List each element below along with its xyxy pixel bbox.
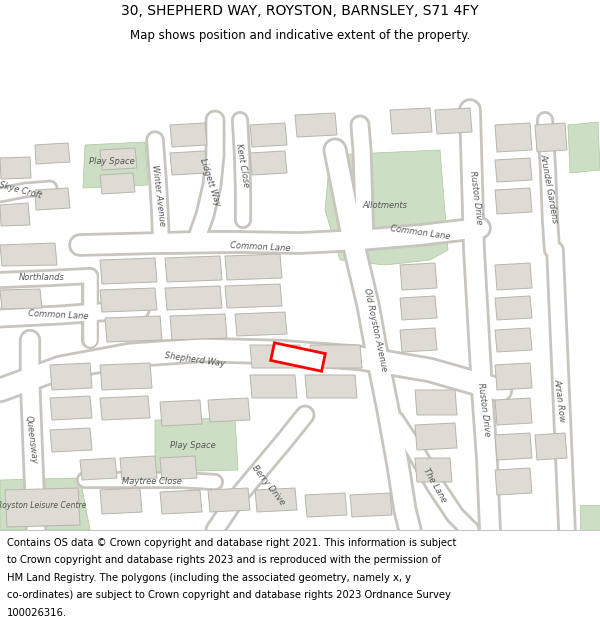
Polygon shape [310, 345, 362, 368]
Polygon shape [83, 142, 148, 188]
Polygon shape [0, 478, 90, 530]
Polygon shape [225, 254, 282, 280]
Polygon shape [225, 284, 282, 308]
Polygon shape [208, 398, 250, 422]
Text: 100026316.: 100026316. [7, 608, 67, 618]
Polygon shape [495, 328, 532, 352]
Polygon shape [105, 316, 162, 342]
Text: 30, SHEPHERD WAY, ROYSTON, BARNSLEY, S71 4FY: 30, SHEPHERD WAY, ROYSTON, BARNSLEY, S71… [121, 4, 479, 18]
Polygon shape [390, 108, 432, 134]
Polygon shape [400, 296, 437, 320]
Text: Old Royston Avenue: Old Royston Avenue [362, 288, 388, 372]
Polygon shape [495, 296, 532, 320]
Polygon shape [495, 158, 532, 182]
Polygon shape [50, 363, 92, 390]
Text: Play Space: Play Space [89, 158, 135, 166]
Polygon shape [100, 488, 142, 514]
Polygon shape [415, 458, 452, 482]
Text: Allotments: Allotments [362, 201, 407, 209]
Polygon shape [250, 345, 302, 368]
Polygon shape [568, 122, 600, 173]
Text: co-ordinates) are subject to Crown copyright and database rights 2023 Ordnance S: co-ordinates) are subject to Crown copyr… [7, 591, 451, 601]
Polygon shape [350, 493, 392, 517]
Polygon shape [305, 375, 357, 398]
Polygon shape [50, 428, 92, 452]
Polygon shape [250, 123, 287, 147]
Text: Map shows position and indicative extent of the property.: Map shows position and indicative extent… [130, 29, 470, 42]
Polygon shape [250, 375, 297, 398]
Polygon shape [305, 493, 347, 517]
Polygon shape [255, 488, 297, 512]
Text: Play Space: Play Space [170, 441, 216, 449]
Text: Ruston Drive: Ruston Drive [468, 171, 484, 226]
Polygon shape [0, 243, 57, 266]
Text: Kent Close: Kent Close [234, 142, 250, 188]
Polygon shape [0, 157, 31, 179]
Text: Northlands: Northlands [19, 274, 65, 282]
Polygon shape [535, 433, 567, 460]
Polygon shape [35, 188, 70, 210]
Polygon shape [250, 151, 287, 175]
Polygon shape [495, 398, 532, 425]
Text: Royston Leisure Centre: Royston Leisure Centre [0, 501, 86, 509]
Text: Ruston Drive: Ruston Drive [476, 382, 492, 438]
Text: Common Lane: Common Lane [389, 224, 451, 242]
Text: Winter Avenue: Winter Avenue [150, 164, 166, 226]
Polygon shape [165, 256, 222, 282]
Text: Shepherd Way: Shepherd Way [164, 351, 226, 369]
Polygon shape [170, 123, 207, 147]
Text: HM Land Registry. The polygons (including the associated geometry, namely x, y: HM Land Registry. The polygons (includin… [7, 572, 411, 582]
Text: Common Lane: Common Lane [230, 241, 290, 253]
Text: Contains OS data © Crown copyright and database right 2021. This information is : Contains OS data © Crown copyright and d… [7, 538, 457, 548]
Polygon shape [495, 188, 532, 214]
Text: The Lane: The Lane [422, 466, 448, 504]
Polygon shape [495, 363, 532, 390]
Polygon shape [0, 289, 42, 309]
Polygon shape [400, 263, 437, 290]
Polygon shape [415, 423, 457, 450]
Text: Skye Croft: Skye Croft [0, 180, 42, 200]
Polygon shape [435, 108, 472, 134]
Text: Arran Row: Arran Row [553, 378, 567, 423]
Polygon shape [535, 123, 567, 152]
Polygon shape [495, 123, 532, 152]
Polygon shape [80, 458, 117, 480]
Text: Lidgett Way: Lidgett Way [198, 157, 222, 207]
Polygon shape [50, 396, 92, 420]
Polygon shape [0, 203, 30, 226]
Polygon shape [160, 456, 197, 480]
Polygon shape [5, 488, 80, 527]
Polygon shape [235, 312, 287, 336]
Polygon shape [400, 328, 437, 352]
Polygon shape [155, 418, 238, 472]
Text: Common Lane: Common Lane [28, 309, 88, 321]
Polygon shape [208, 488, 250, 512]
Polygon shape [160, 490, 202, 514]
Polygon shape [100, 288, 157, 312]
Polygon shape [415, 390, 457, 415]
Polygon shape [495, 433, 532, 460]
Polygon shape [100, 363, 152, 390]
Polygon shape [325, 150, 448, 265]
Polygon shape [120, 456, 157, 480]
Polygon shape [495, 263, 532, 290]
Polygon shape [165, 286, 222, 310]
Polygon shape [100, 173, 135, 194]
Text: Arundel Gardens: Arundel Gardens [538, 152, 560, 224]
Polygon shape [160, 400, 202, 426]
Polygon shape [170, 314, 227, 340]
Text: Berry Drive: Berry Drive [250, 463, 286, 507]
Polygon shape [580, 505, 600, 530]
Text: Queensway: Queensway [23, 415, 38, 465]
Text: to Crown copyright and database rights 2023 and is reproduced with the permissio: to Crown copyright and database rights 2… [7, 555, 441, 565]
Polygon shape [100, 148, 137, 170]
Polygon shape [100, 396, 150, 420]
Polygon shape [495, 468, 532, 495]
Text: Maytree Close: Maytree Close [122, 478, 182, 486]
Polygon shape [295, 113, 337, 137]
Polygon shape [170, 151, 207, 175]
Polygon shape [35, 143, 70, 164]
Polygon shape [271, 342, 325, 371]
Polygon shape [100, 258, 157, 284]
